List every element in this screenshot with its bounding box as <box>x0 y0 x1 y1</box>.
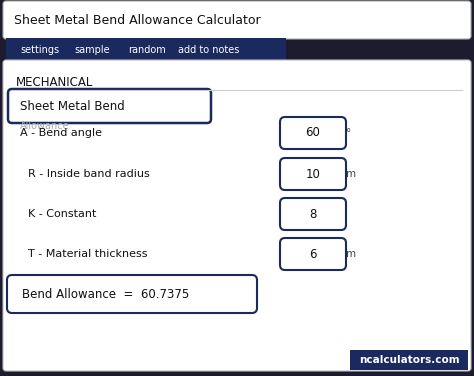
Text: m: m <box>346 249 356 259</box>
Text: Sheet Metal Bend: Sheet Metal Bend <box>20 100 125 114</box>
Text: °: ° <box>346 128 351 138</box>
Text: sample: sample <box>74 45 109 55</box>
Text: Allowance: Allowance <box>20 121 70 131</box>
FancyBboxPatch shape <box>8 89 211 123</box>
Text: 6: 6 <box>309 247 317 261</box>
FancyBboxPatch shape <box>280 198 346 230</box>
Text: K - Constant: K - Constant <box>28 209 96 219</box>
FancyBboxPatch shape <box>280 238 346 270</box>
Text: 60: 60 <box>306 126 320 139</box>
FancyBboxPatch shape <box>7 275 257 313</box>
Text: m: m <box>346 169 356 179</box>
Text: add to notes: add to notes <box>178 45 239 55</box>
FancyBboxPatch shape <box>3 1 471 39</box>
Bar <box>350 350 468 370</box>
Text: Bend Allowance  =  60.7375: Bend Allowance = 60.7375 <box>22 288 189 302</box>
Text: A - Bend angle: A - Bend angle <box>20 128 102 138</box>
Text: 10: 10 <box>306 167 320 180</box>
FancyBboxPatch shape <box>280 117 346 149</box>
Text: ncalculators.com: ncalculators.com <box>359 355 459 365</box>
Text: MECHANICAL: MECHANICAL <box>16 76 93 88</box>
Text: 8: 8 <box>310 208 317 220</box>
Bar <box>6 38 286 60</box>
Text: T - Material thickness: T - Material thickness <box>28 249 147 259</box>
Text: Sheet Metal Bend Allowance Calculator: Sheet Metal Bend Allowance Calculator <box>14 15 261 27</box>
FancyBboxPatch shape <box>3 60 471 371</box>
Text: R - Inside band radius: R - Inside band radius <box>28 169 150 179</box>
FancyBboxPatch shape <box>280 158 346 190</box>
Text: random: random <box>128 45 166 55</box>
Text: settings: settings <box>20 45 59 55</box>
